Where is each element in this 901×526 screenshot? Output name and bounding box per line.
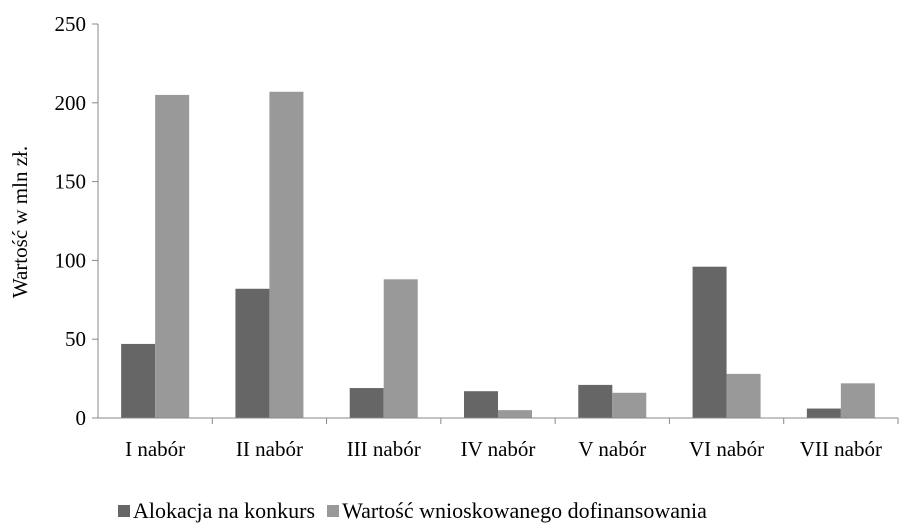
y-tick-label: 250 (55, 12, 87, 36)
bar-requested-funding (498, 410, 532, 418)
y-axis-title: Wartość w mln zł. (8, 146, 32, 298)
bar-allocation (806, 408, 841, 418)
legend-label-requested-funding: Wartość wnioskowanego dofinansowania (342, 498, 707, 523)
bar-allocation (578, 384, 613, 418)
x-tick-label: IV nabór (461, 437, 536, 461)
y-axis-ticks: 0 50 100 150 200 250 (55, 12, 98, 430)
bar-requested-funding (726, 373, 761, 418)
legend-swatch-allocation (118, 505, 130, 517)
y-tick-label: 150 (55, 170, 87, 194)
bar-allocation (235, 288, 270, 418)
bar-allocation (464, 391, 498, 418)
y-tick-label: 100 (55, 248, 87, 272)
bar-requested-funding (612, 392, 647, 418)
bars (121, 91, 875, 419)
bar-allocation (121, 343, 156, 418)
bar-chart: Wartość w mln zł. 0 50 100 150 200 250 I nabó… (8, 12, 899, 461)
x-tick-label: I nabór (125, 437, 185, 461)
bar-requested-funding (155, 94, 190, 419)
legend: Alokacja na konkurs Wartość wnioskowaneg… (118, 498, 719, 524)
y-tick-label: 200 (55, 91, 87, 115)
x-tick-label: VI nabór (689, 437, 764, 461)
y-tick-label: 50 (65, 327, 86, 351)
y-tick-label: 0 (76, 406, 87, 430)
legend-item-requested-funding: Wartość wnioskowanego dofinansowania (327, 498, 707, 524)
x-axis-ticks: I nabór II nabór III nabór IV nabór V nabór V… (125, 418, 899, 461)
legend-item-allocation: Alokacja na konkurs (118, 498, 315, 524)
x-tick-label: VII nabór (800, 437, 882, 461)
bar-requested-funding (269, 91, 304, 418)
bar-requested-funding (840, 383, 875, 418)
x-tick-label: II nabór (236, 437, 303, 461)
bar-requested-funding (383, 279, 418, 418)
bar-allocation (692, 266, 727, 418)
legend-swatch-requested-funding (327, 505, 340, 517)
legend-label-allocation: Alokacja na konkurs (133, 498, 316, 523)
x-tick-label: III nabór (347, 437, 421, 461)
bar-allocation (349, 388, 384, 418)
x-tick-label: V nabór (578, 437, 646, 461)
